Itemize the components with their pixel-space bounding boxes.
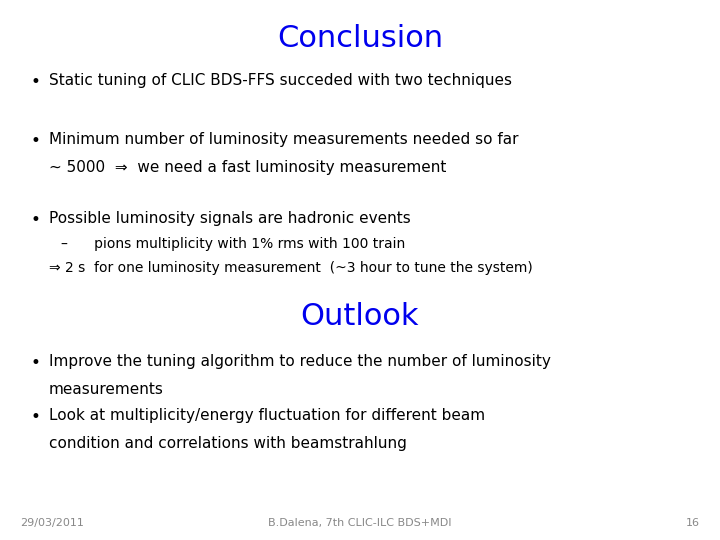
Text: ~ 5000  ⇒  we need a fast luminosity measurement: ~ 5000 ⇒ we need a fast luminosity measu…	[49, 160, 446, 176]
Text: Outlook: Outlook	[301, 302, 419, 332]
Text: B.Dalena, 7th CLIC-ILC BDS+MDI: B.Dalena, 7th CLIC-ILC BDS+MDI	[269, 518, 451, 528]
Text: Minimum number of luminosity measurements needed so far: Minimum number of luminosity measurement…	[49, 132, 518, 147]
Text: Possible luminosity signals are hadronic events: Possible luminosity signals are hadronic…	[49, 211, 410, 226]
Text: •: •	[30, 73, 40, 91]
Text: •: •	[30, 211, 40, 228]
Text: Static tuning of CLIC BDS-FFS succeded with two techniques: Static tuning of CLIC BDS-FFS succeded w…	[49, 73, 512, 88]
Text: •: •	[30, 132, 40, 150]
Text: Improve the tuning algorithm to reduce the number of luminosity: Improve the tuning algorithm to reduce t…	[49, 354, 551, 369]
Text: ⇒ 2 s  for one luminosity measurement  (~3 hour to tune the system): ⇒ 2 s for one luminosity measurement (~3…	[49, 261, 533, 275]
Text: 16: 16	[686, 518, 700, 528]
Text: Look at multiplicity/energy fluctuation for different beam: Look at multiplicity/energy fluctuation …	[49, 408, 485, 423]
Text: measurements: measurements	[49, 382, 164, 397]
Text: 29/03/2011: 29/03/2011	[20, 518, 84, 528]
Text: –      pions multiplicity with 1% rms with 100 train: – pions multiplicity with 1% rms with 10…	[61, 237, 405, 251]
Text: •: •	[30, 408, 40, 426]
Text: •: •	[30, 354, 40, 372]
Text: condition and correlations with beamstrahlung: condition and correlations with beamstra…	[49, 436, 407, 451]
Text: Conclusion: Conclusion	[277, 24, 443, 53]
